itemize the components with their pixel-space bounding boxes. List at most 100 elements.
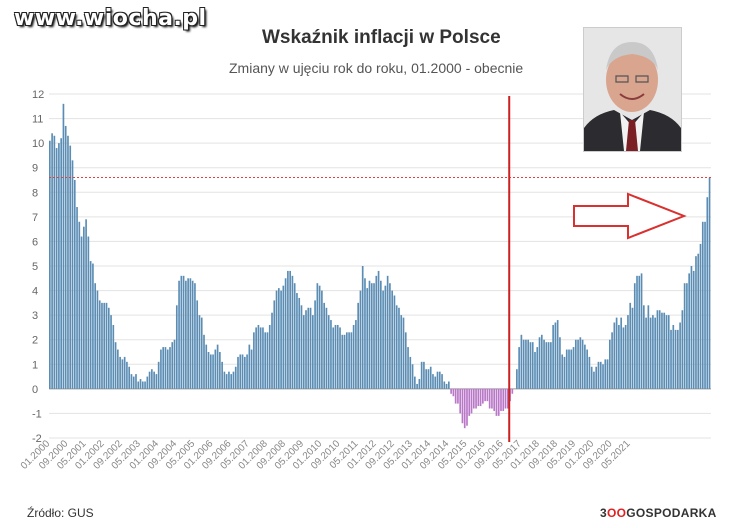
bar <box>477 388 480 407</box>
bar <box>661 312 663 389</box>
y-tick-label: 3 <box>32 310 38 322</box>
bar <box>652 315 654 389</box>
y-tick-label: 12 <box>32 89 44 101</box>
bar <box>284 278 287 389</box>
bar <box>314 300 316 389</box>
bar <box>527 339 530 389</box>
bar <box>259 327 262 389</box>
bar <box>454 388 457 404</box>
bar <box>667 315 670 389</box>
bar <box>214 349 217 389</box>
bar <box>239 354 242 389</box>
bar <box>248 344 251 389</box>
bar <box>318 285 321 389</box>
bar <box>441 374 443 389</box>
bar <box>516 369 518 389</box>
bar <box>155 374 158 389</box>
bar <box>234 366 237 389</box>
bar <box>486 388 489 402</box>
bar <box>380 280 382 389</box>
bar <box>98 300 101 389</box>
bar <box>373 283 375 389</box>
bar <box>78 221 81 389</box>
bar <box>280 290 282 389</box>
y-tick-label: 7 <box>32 212 38 224</box>
bar <box>49 140 51 389</box>
bar <box>525 339 527 389</box>
bar <box>262 327 264 389</box>
bar <box>470 388 473 414</box>
y-tick-label: 6 <box>32 236 38 248</box>
bar <box>92 263 94 389</box>
bar <box>237 356 239 389</box>
bar <box>162 347 165 389</box>
bar <box>205 344 208 389</box>
bar <box>599 361 602 389</box>
bar <box>293 283 296 389</box>
bar <box>547 342 550 389</box>
bar <box>414 376 416 389</box>
bar <box>574 339 577 389</box>
arrow-right-icon <box>573 192 687 240</box>
bar <box>479 388 482 407</box>
bar <box>565 349 568 389</box>
y-tick-label: 4 <box>32 286 38 298</box>
bar <box>482 388 484 404</box>
bar <box>679 322 681 389</box>
bar <box>73 180 76 389</box>
bar <box>323 302 325 389</box>
bar <box>411 364 414 389</box>
bar <box>649 317 652 389</box>
bar <box>568 349 570 389</box>
bar <box>166 349 169 389</box>
bar <box>187 278 189 389</box>
y-tick-label: 2 <box>32 335 38 347</box>
bar <box>577 339 579 389</box>
bar <box>289 270 291 389</box>
bar <box>352 324 355 389</box>
bar <box>681 310 684 389</box>
bar <box>277 288 280 389</box>
bar <box>645 317 647 389</box>
bar <box>250 349 253 389</box>
bar <box>663 312 666 389</box>
bar <box>232 371 235 389</box>
bar <box>618 324 620 389</box>
bar <box>148 371 151 389</box>
bar <box>53 135 56 389</box>
bar <box>341 334 344 389</box>
bar <box>196 300 199 389</box>
bar <box>309 307 312 389</box>
bar <box>141 381 144 389</box>
bar <box>130 374 133 389</box>
bar <box>51 133 53 389</box>
bar <box>581 339 584 389</box>
bar <box>418 379 421 389</box>
bar <box>683 283 686 389</box>
bar <box>502 388 505 411</box>
bar <box>87 236 90 389</box>
bar <box>182 275 185 389</box>
bar <box>80 236 83 389</box>
bar <box>180 275 183 389</box>
bar <box>171 342 174 389</box>
bar <box>302 315 305 389</box>
bar <box>225 374 228 389</box>
bar <box>135 374 137 389</box>
bar <box>550 342 552 389</box>
bar <box>497 388 500 416</box>
bar <box>364 278 366 389</box>
bar <box>221 361 223 389</box>
bar <box>264 332 267 389</box>
bar <box>593 371 595 389</box>
bar <box>511 388 514 394</box>
bar <box>452 388 455 397</box>
bar <box>209 354 212 389</box>
bar <box>543 339 545 389</box>
bar <box>656 310 659 389</box>
bar <box>359 290 362 389</box>
bar <box>438 371 441 389</box>
bar <box>495 388 498 416</box>
x-axis-ticks: 01.200009.200005.200101.200209.200205.20… <box>19 438 633 472</box>
